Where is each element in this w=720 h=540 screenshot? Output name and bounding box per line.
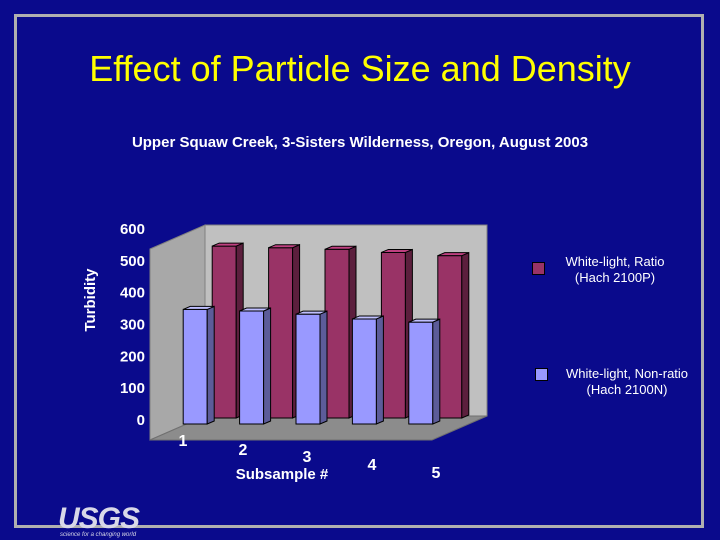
bar-ratio — [380, 251, 406, 419]
bar-nonratio-side — [263, 307, 272, 425]
legend-swatch-ratio — [532, 262, 545, 275]
x-tick-label: 2 — [239, 442, 248, 459]
bar-nonratio — [239, 310, 265, 425]
bar-nonratio — [408, 321, 434, 425]
bar-ratio-top — [268, 244, 300, 249]
legend-label-nonratio: White-light, Non-ratio (Hach 2100N) — [565, 366, 689, 397]
bar-nonratio — [295, 313, 321, 425]
y-tick-label: 400 — [120, 285, 145, 302]
bar-nonratio-top — [295, 310, 328, 315]
bar-ratio — [437, 255, 463, 419]
bar-nonratio-side — [206, 305, 215, 425]
bar-ratio-top — [212, 242, 244, 247]
bar-nonratio — [182, 308, 208, 425]
usgs-tagline: science for a changing world — [60, 532, 137, 538]
bar-ratio — [324, 248, 350, 419]
bar-nonratio-top — [183, 305, 215, 310]
legend-swatch-nonratio — [535, 368, 548, 381]
bar-nonratio-top — [352, 315, 384, 320]
y-tick-label: 200 — [120, 348, 145, 365]
y-tick-label: 0 — [137, 412, 145, 429]
x-tick-label: 4 — [368, 457, 377, 474]
x-tick-label: 1 — [179, 433, 188, 450]
y-tick-label: 500 — [120, 253, 145, 270]
y-tick-label: 300 — [120, 317, 145, 334]
bar-ratio-top — [381, 248, 413, 253]
bar-ratio-top — [437, 252, 469, 257]
x-tick-label: 3 — [303, 449, 312, 466]
y-axis-label: Turbidity — [82, 268, 99, 332]
slide-frame — [14, 14, 704, 528]
chart-subtitle: Upper Squaw Creek, 3-Sisters Wilderness,… — [131, 134, 589, 151]
bar-ratio-side — [461, 251, 470, 419]
bar-nonratio-top — [239, 307, 271, 312]
legend-label-ratio: White-light, Ratio (Hach 2100P) — [565, 254, 665, 285]
bar-ratio — [211, 245, 237, 419]
y-tick-label: 100 — [120, 380, 145, 397]
x-axis-label: Subsample # — [236, 466, 329, 483]
page-title: Effect of Particle Size and Density — [89, 48, 631, 89]
bar-nonratio-side — [319, 310, 328, 425]
bar-nonratio-side — [432, 318, 441, 425]
bar-nonratio-side — [375, 315, 384, 425]
usgs-logo: USGS — [58, 502, 140, 535]
bar-ratio — [268, 247, 294, 419]
bar-nonratio — [351, 318, 377, 425]
bar-nonratio-top — [408, 318, 440, 323]
x-tick-label: 5 — [432, 465, 441, 482]
bar-ratio-top — [324, 245, 357, 250]
y-tick-label: 600 — [120, 221, 145, 238]
